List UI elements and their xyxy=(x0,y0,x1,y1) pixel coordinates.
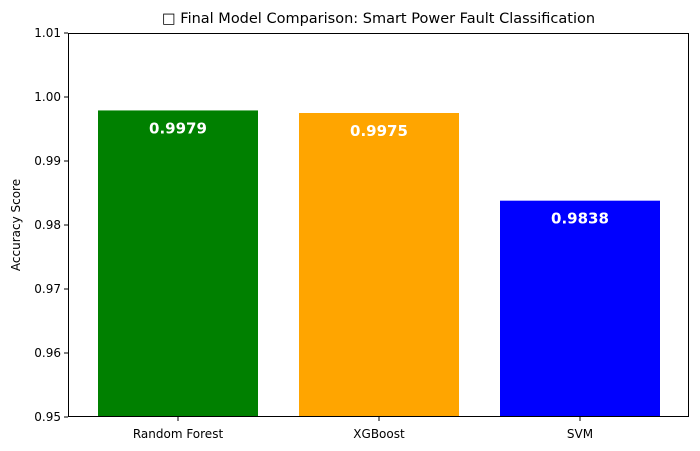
bar-random-forest xyxy=(98,110,258,417)
y-tick-label: 1.01 xyxy=(34,26,61,40)
y-tick-label: 0.96 xyxy=(34,346,61,360)
x-tick-label: Random Forest xyxy=(133,427,224,441)
y-axis-title: Accuracy Score xyxy=(9,179,23,271)
y-tick-label: 0.98 xyxy=(34,218,61,232)
x-tick-label: SVM xyxy=(567,427,593,441)
y-tick-label: 0.97 xyxy=(34,282,61,296)
bar-svm xyxy=(500,200,660,417)
bar-value-label: 0.9975 xyxy=(350,122,408,140)
bars-group: 0.9979 0.9975 0.9838 xyxy=(98,110,660,417)
plot-frame xyxy=(68,33,689,417)
chart-title: □ Final Model Comparison: Smart Power Fa… xyxy=(162,11,595,27)
y-tick-label: 0.95 xyxy=(34,410,61,424)
x-tick-label: XGBoost xyxy=(353,427,405,441)
x-axis: Random Forest XGBoost SVM xyxy=(133,417,593,441)
bar-value-label: 0.9979 xyxy=(149,119,207,137)
bar-value-label: 0.9838 xyxy=(551,210,609,228)
bar-xgboost xyxy=(299,113,459,417)
y-tick-label: 0.99 xyxy=(34,154,61,168)
y-tick-label: 1.00 xyxy=(34,90,61,104)
y-axis: 0.95 0.96 0.97 0.98 0.99 1.00 1.01 xyxy=(34,26,68,424)
